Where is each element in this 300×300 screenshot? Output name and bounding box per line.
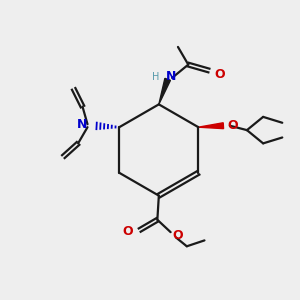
Text: O: O [228, 118, 238, 132]
Text: N: N [77, 118, 88, 131]
Text: N: N [166, 70, 177, 83]
Polygon shape [159, 78, 170, 104]
Text: O: O [123, 225, 133, 238]
Polygon shape [198, 123, 224, 129]
Text: H: H [152, 72, 159, 82]
Text: O: O [215, 68, 225, 80]
Text: O: O [172, 229, 183, 242]
